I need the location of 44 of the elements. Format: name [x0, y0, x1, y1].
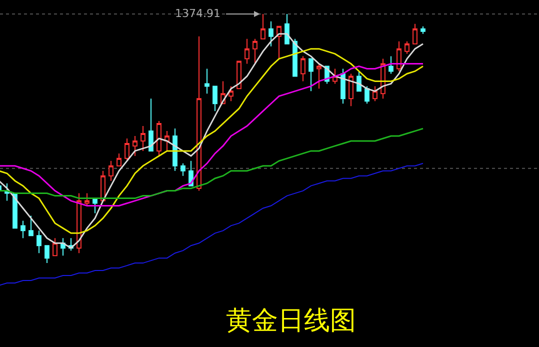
- candlestick: [196, 36, 202, 192]
- candlestick: [300, 56, 306, 82]
- candlestick: [252, 38, 258, 64]
- candlestick: [28, 215, 34, 236]
- candlestick: [236, 60, 242, 90]
- candlestick: [284, 13, 290, 44]
- candlestick: [84, 192, 90, 206]
- candlestick: [412, 23, 418, 44]
- candlestick: [156, 120, 162, 156]
- candlestick: [388, 56, 394, 74]
- candlestick: [372, 86, 378, 102]
- candlestick: [244, 38, 250, 64]
- candlestick: [44, 245, 50, 264]
- candlestick: [180, 162, 186, 176]
- candlestick: [268, 20, 274, 47]
- candlestick: [12, 192, 18, 229]
- text: 黄金日线图: [226, 306, 356, 336]
- candlestick: [396, 40, 402, 72]
- candlestick: [316, 63, 322, 90]
- candlestick: [36, 230, 42, 254]
- candlestick: [148, 98, 154, 152]
- candlestick: [308, 58, 314, 92]
- candlestick: [404, 40, 410, 54]
- candlestick: [204, 68, 210, 94]
- candlestick: [348, 73, 354, 107]
- candlestick: [364, 86, 370, 104]
- candlestick: [164, 130, 170, 152]
- candlestick: [132, 136, 138, 156]
- candlestick: [172, 128, 178, 172]
- candlestick: [52, 238, 58, 256]
- candlestick: [100, 170, 106, 202]
- candlestick: [212, 86, 218, 112]
- candlestick: [20, 220, 26, 239]
- candlestick: [340, 68, 346, 104]
- candlestick: [92, 198, 98, 214]
- candlestick: [140, 126, 146, 152]
- candlestick: [356, 70, 362, 92]
- candlestick: [116, 152, 122, 166]
- candlestick: [124, 138, 130, 162]
- candlestick: [228, 86, 234, 102]
- candlestick: [260, 13, 266, 40]
- candlestick: [108, 160, 114, 182]
- candlestick: [420, 26, 426, 34]
- annotation: 1374.91: [175, 7, 220, 20]
